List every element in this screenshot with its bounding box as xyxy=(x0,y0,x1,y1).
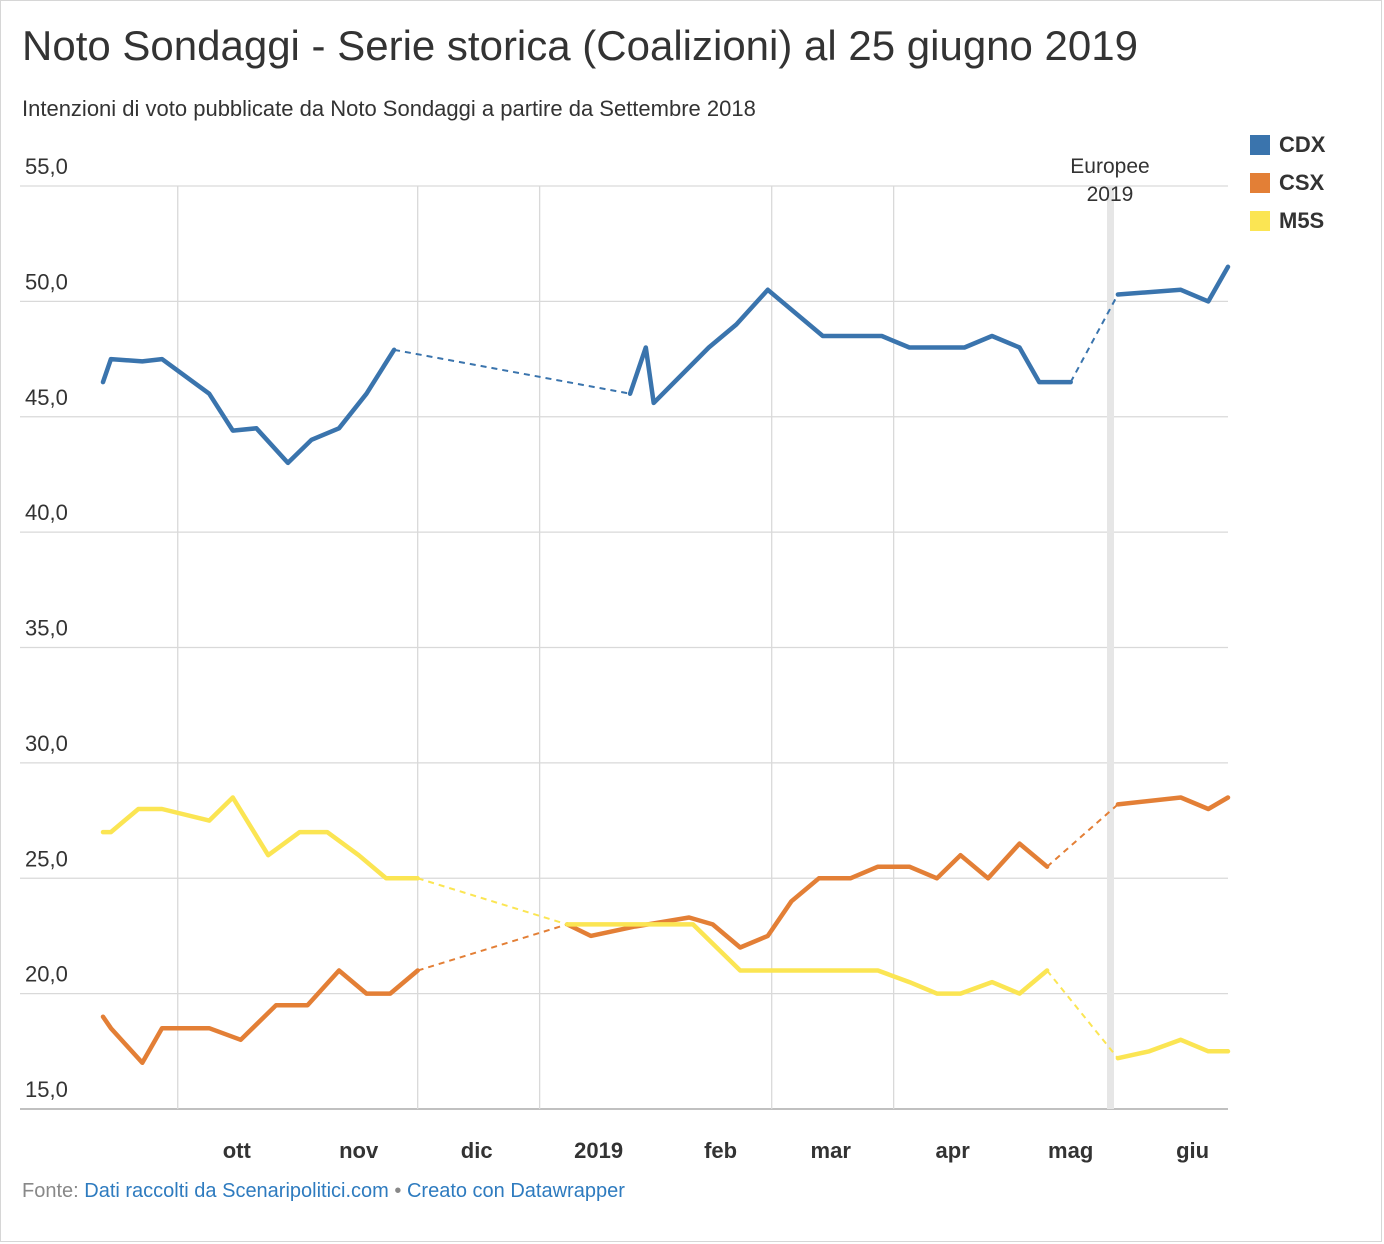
legend: CDX CSX M5S xyxy=(1250,126,1325,240)
x-tick-label: mar xyxy=(811,1138,852,1163)
x-tick-label: 2019 xyxy=(574,1138,623,1163)
y-tick-label: 35,0 xyxy=(25,616,68,641)
series-line-m5s xyxy=(100,795,420,881)
y-tick-label: 20,0 xyxy=(25,962,68,987)
legend-label-csx: CSX xyxy=(1279,170,1325,195)
x-tick-label: apr xyxy=(936,1138,971,1163)
series-line-m5s xyxy=(1115,1037,1231,1061)
legend-swatch-csx xyxy=(1250,173,1270,193)
x-tick-label: dic xyxy=(461,1138,493,1163)
series-gap-m5s xyxy=(1046,969,1119,1059)
legend-swatch-m5s xyxy=(1250,211,1270,231)
legend-item-m5s: M5S xyxy=(1250,202,1325,240)
annotation-band xyxy=(1106,186,1114,1109)
annotation-label-line2: 2019 xyxy=(1087,183,1134,206)
footer-datawrapper-link[interactable]: Creato con Datawrapper xyxy=(406,1180,625,1202)
series-line-m5s xyxy=(564,922,1050,996)
series-line-cdx xyxy=(100,347,397,466)
legend-item-cdx: CDX xyxy=(1250,126,1325,164)
chart-subtitle: Intenzioni di voto pubblicate da Noto So… xyxy=(22,96,756,121)
series-gap-m5s xyxy=(417,877,568,926)
x-tick-label: feb xyxy=(704,1138,737,1163)
chart-title: Noto Sondaggi - Serie storica (Coalizion… xyxy=(22,22,1138,69)
footer-separator: • xyxy=(394,1180,402,1202)
legend-item-csx: CSX xyxy=(1250,164,1325,202)
y-tick-label: 30,0 xyxy=(25,731,68,756)
footer-source-prefix: Fonte: xyxy=(22,1180,79,1202)
series-gap-cdx xyxy=(393,348,631,395)
legend-label-m5s: M5S xyxy=(1279,208,1325,233)
x-tick-label: ott xyxy=(223,1138,252,1163)
y-tick-label: 40,0 xyxy=(25,500,68,525)
y-tick-label: 55,0 xyxy=(25,154,68,179)
series-line-csx xyxy=(564,841,1050,950)
series-gap-csx xyxy=(1046,803,1119,868)
x-tick-label: mag xyxy=(1048,1138,1093,1163)
y-tick-label: 15,0 xyxy=(25,1077,68,1102)
y-tick-label: 25,0 xyxy=(25,846,68,871)
series-line-cdx xyxy=(1115,264,1231,304)
x-tick-label: nov xyxy=(339,1138,379,1163)
series-line-csx xyxy=(1115,795,1231,812)
footer-source-link[interactable]: Dati raccolti da Scenaripolitici.com xyxy=(84,1180,389,1202)
footer: Fonte: Dati raccolti da Scenaripolitici.… xyxy=(22,1180,625,1203)
legend-label-cdx: CDX xyxy=(1279,132,1326,157)
x-tick-label: giu xyxy=(1176,1138,1209,1163)
y-tick-label: 50,0 xyxy=(25,269,68,294)
series-line-csx xyxy=(100,968,420,1066)
series-gap-cdx xyxy=(1069,293,1119,383)
annotation-label-line1: Europee xyxy=(1070,155,1149,178)
series-gap-csx xyxy=(417,923,568,972)
series-line-cdx xyxy=(627,287,1073,406)
legend-swatch-cdx xyxy=(1250,135,1270,155)
y-tick-label: 45,0 xyxy=(25,385,68,410)
